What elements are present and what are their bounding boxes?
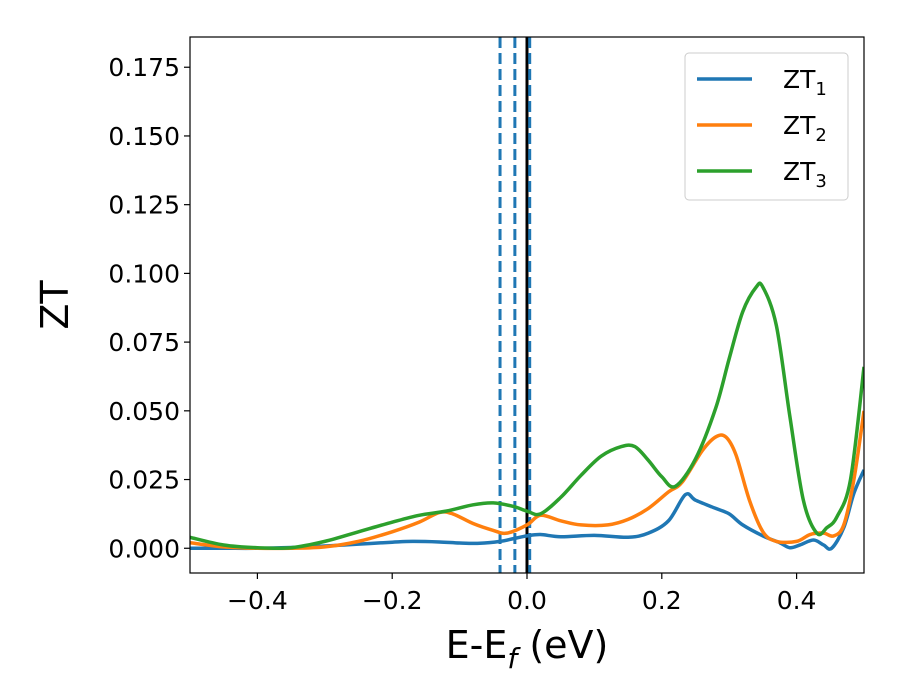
reference-lines (498, 37, 532, 573)
x-tick-label: 0.2 (642, 586, 682, 615)
series-group (190, 281, 864, 551)
series-line-zt3 (190, 281, 864, 551)
y-tick-label: 0.100 (108, 259, 180, 288)
x-axis-title: E-Ef (eV) (446, 623, 609, 675)
series-line-zt1 (190, 469, 864, 551)
y-tick-label: 0.175 (108, 53, 180, 82)
x-axis: −0.4 −0.2 0.0 0.2 0.4 (227, 573, 816, 615)
legend-label-zt3: ZT3 (783, 157, 827, 192)
series-line-zt2 (190, 410, 864, 551)
legend: ZT1 ZT2 ZT3 (684, 52, 849, 201)
y-tick-label: 0.150 (108, 122, 180, 151)
y-tick-label: 0.000 (108, 534, 180, 563)
y-axis-title: ZT (33, 280, 77, 330)
x-tick-label: 0.4 (777, 586, 817, 615)
y-tick-label: 0.025 (108, 466, 180, 495)
legend-label-zt1: ZT1 (783, 65, 827, 100)
y-tick-label: 0.050 (108, 397, 180, 426)
legend-box (684, 52, 849, 201)
y-tick-label: 0.075 (108, 328, 180, 357)
legend-label-zt2: ZT2 (783, 111, 827, 146)
y-axis: 0.000 0.025 0.050 0.075 0.100 0.125 0.150 0.175 (108, 53, 190, 563)
y-tick-label: 0.125 (108, 191, 180, 220)
x-tick-label: 0.0 (507, 586, 547, 615)
x-tick-label: −0.4 (227, 586, 288, 615)
x-tick-label: −0.2 (362, 586, 423, 615)
